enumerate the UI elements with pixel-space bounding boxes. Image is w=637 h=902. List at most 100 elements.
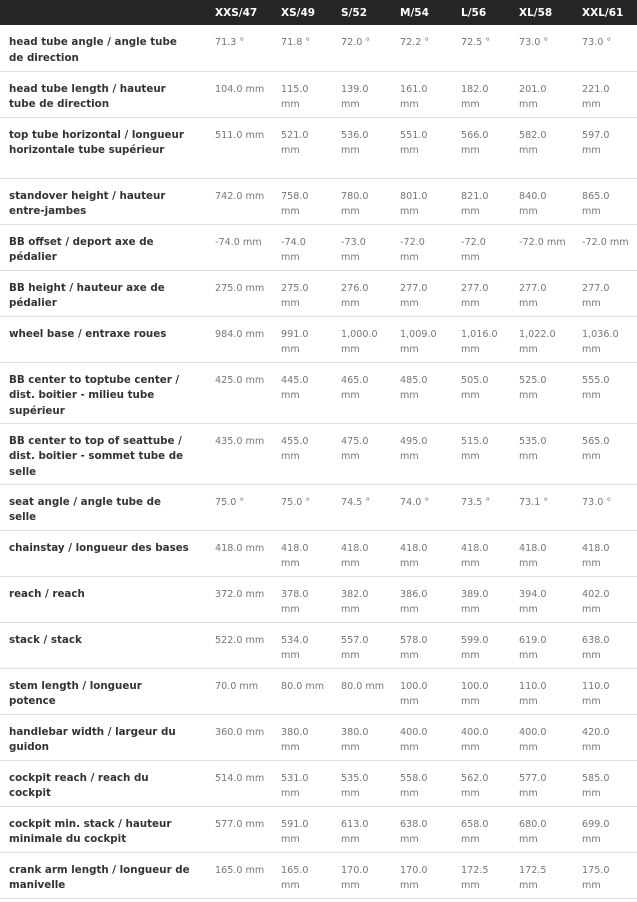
size-header-xl: XL/58: [519, 6, 553, 19]
value-cell-l: 277.0 mm: [461, 282, 489, 310]
value-cell-m: 161.0 mm: [400, 83, 428, 111]
row-label: crank arm length / longueur de manivelle: [9, 863, 190, 892]
row-label: head tube angle / angle tube de directio…: [9, 36, 177, 64]
header-label-cell: [0, 0, 206, 25]
value-cell-m: 638.0 mm: [400, 818, 428, 846]
table-row: head tube angle / angle tube de directio…: [0, 25, 637, 71]
value-cell-xxl: 402.0 mm: [582, 588, 610, 616]
value-cell-xl: 73.0 °: [519, 37, 549, 48]
value-cell-xl: 535.0 mm: [519, 435, 547, 463]
row-label: handlebar width / largeur du guidon: [9, 725, 176, 754]
row-label: BB height / hauteur axe de pédalier: [9, 281, 165, 310]
value-cell-m: 578.0 mm: [400, 634, 428, 662]
value-cell-xxs: 984.0 mm: [215, 328, 265, 340]
value-cell-l: 562.0 mm: [461, 772, 489, 800]
size-header-s: S/52: [341, 6, 368, 19]
table-row: cockpit min. stack / hauteur minimale du…: [0, 806, 637, 852]
value-cell-xxs: 418.0 mm: [215, 542, 265, 554]
table-row: head tube length / hauteur tube de direc…: [0, 71, 637, 117]
size-header-xxl: XXL/61: [582, 6, 624, 19]
row-label: cockpit min. stack / hauteur minimale du…: [9, 817, 172, 846]
value-cell-l: 418.0 mm: [461, 542, 489, 570]
value-cell-xxs: 435.0 mm: [215, 435, 265, 447]
value-cell-s: -73.0 mm: [341, 236, 366, 264]
table-row: handlebar width / largeur du guidon 360.0…: [0, 714, 637, 760]
value-cell-s: 557.0 mm: [341, 634, 369, 662]
value-cell-xl: 110.0 mm: [519, 680, 547, 708]
value-cell-xl: 172.5 mm: [519, 864, 547, 892]
value-cell-xl: 394.0 mm: [519, 588, 547, 616]
value-cell-m: 170.0 mm: [400, 864, 428, 892]
row-label: stem length / longueur potence: [9, 679, 142, 708]
value-cell-m: 495.0 mm: [400, 435, 428, 463]
table-row: BB center to toptube center / dist. boit…: [0, 362, 637, 423]
value-cell-m: -72.0 mm: [400, 236, 425, 264]
value-cell-xs: 378.0 mm: [281, 588, 309, 616]
value-cell-l: 566.0 mm: [461, 129, 489, 157]
value-cell-xs: 521.0 mm: [281, 129, 309, 157]
value-cell-s: 418.0 mm: [341, 542, 369, 570]
value-cell-xxl: 565.0 mm: [582, 435, 610, 463]
row-label: seat angle / angle tube de selle: [9, 495, 161, 524]
value-cell-xs: 455.0 mm: [281, 435, 309, 463]
value-cell-xl: 525.0 mm: [519, 374, 547, 402]
value-cell-m: 485.0 mm: [400, 374, 428, 402]
value-cell-xs: 991.0 mm: [281, 328, 309, 356]
value-cell-xl: 680.0 mm: [519, 818, 547, 846]
row-label: reach / reach: [9, 587, 85, 600]
value-cell-m: 400.0 mm: [400, 726, 428, 754]
table-row: standover height / hauteur entre-jambes 7…: [0, 178, 637, 224]
value-cell-s: 380.0 mm: [341, 726, 369, 754]
value-cell-xxl: -72.0 mm: [582, 236, 629, 248]
value-cell-xxl: 73.0 °: [582, 37, 612, 48]
table-row: seat angle / angle tube de selle 75.0 ° 75…: [0, 484, 637, 530]
value-cell-xxs: 70.0 mm: [215, 680, 259, 692]
table-row: stack / stack 522.0 mm 534.0 mm 557.0 mm 578…: [0, 622, 637, 668]
value-cell-xl: 840.0 mm: [519, 190, 547, 218]
row-label: stack / stack: [9, 633, 82, 646]
value-cell-xxs: 104.0 mm: [215, 83, 265, 95]
value-cell-xxl: 110.0 mm: [582, 680, 610, 708]
value-cell-l: 658.0 mm: [461, 818, 489, 846]
table-row: BB center to top of seattube / dist. boi…: [0, 423, 637, 484]
value-cell-xxs: 742.0 mm: [215, 190, 265, 202]
value-cell-xl: 619.0 mm: [519, 634, 547, 662]
value-cell-xxs: 522.0 mm: [215, 634, 265, 646]
value-cell-m: 100.0 mm: [400, 680, 428, 708]
value-cell-l: 73.5 °: [461, 496, 491, 508]
row-label: chainstay / longueur des bases: [9, 541, 189, 554]
size-header-xxs: XXS/47: [215, 6, 258, 19]
value-cell-xxs: 360.0 mm: [215, 726, 265, 738]
value-cell-xxl: 1,036.0 mm: [582, 328, 619, 356]
value-cell-xxl: 585.0 mm: [582, 772, 610, 800]
value-cell-xs: -74.0 mm: [281, 236, 306, 264]
row-label: BB offset / deport axe de pédalier: [9, 235, 154, 264]
value-cell-s: 74.5 °: [341, 496, 371, 508]
value-cell-s: 780.0 mm: [341, 190, 369, 218]
value-cell-m: 72.2 °: [400, 37, 430, 48]
value-cell-xxs: 511.0 mm: [215, 129, 265, 141]
value-cell-m: 277.0 mm: [400, 282, 428, 310]
value-cell-xxl: 597.0 mm: [582, 129, 610, 157]
value-cell-l: 821.0 mm: [461, 190, 489, 218]
value-cell-xs: 80.0 mm: [281, 680, 325, 692]
value-cell-xs: 758.0 mm: [281, 190, 309, 218]
value-cell-xxs: 372.0 mm: [215, 588, 265, 600]
value-cell-m: 801.0 mm: [400, 190, 428, 218]
row-label: cockpit reach / reach du cockpit: [9, 771, 149, 800]
value-cell-l: 182.0 mm: [461, 83, 489, 111]
value-cell-s: 72.0 °: [341, 37, 371, 48]
table-row: cockpit reach / reach du cockpit 514.0 mm…: [0, 760, 637, 806]
value-cell-s: 613.0 mm: [341, 818, 369, 846]
row-label: top tube horizontal / longueur horizonta…: [9, 128, 184, 157]
value-cell-xs: 115.0 mm: [281, 83, 309, 111]
value-cell-xs: 275.0 mm: [281, 282, 309, 310]
value-cell-s: 536.0 mm: [341, 129, 369, 157]
row-label: BB center to toptube center / dist. boit…: [9, 373, 180, 417]
value-cell-l: 599.0 mm: [461, 634, 489, 662]
value-cell-xs: 71.8 °: [281, 37, 311, 48]
table-row: stem length / longueur potence 70.0 mm 80.…: [0, 668, 637, 714]
value-cell-xl: 73.1 °: [519, 496, 549, 508]
table-body: head tube angle / angle tube de directio…: [0, 25, 637, 898]
